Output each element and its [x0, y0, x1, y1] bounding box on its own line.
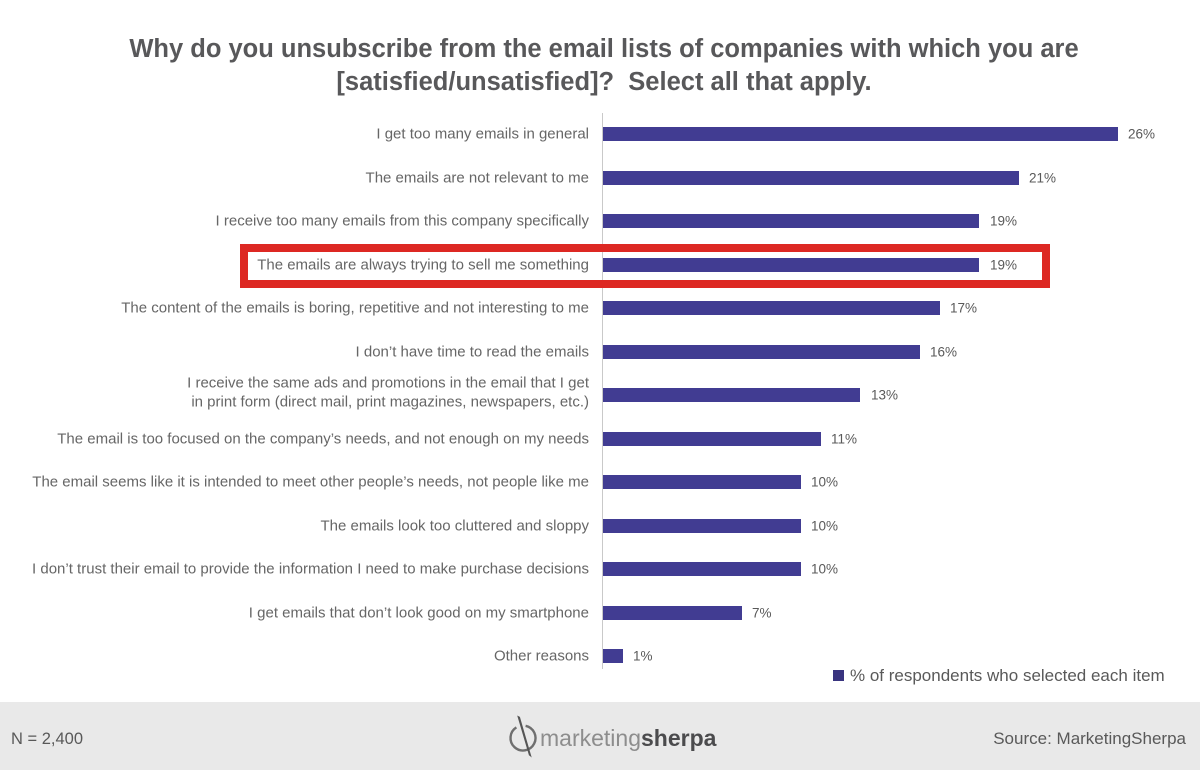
svg-text:marketingsherpa: marketingsherpa [540, 725, 717, 751]
